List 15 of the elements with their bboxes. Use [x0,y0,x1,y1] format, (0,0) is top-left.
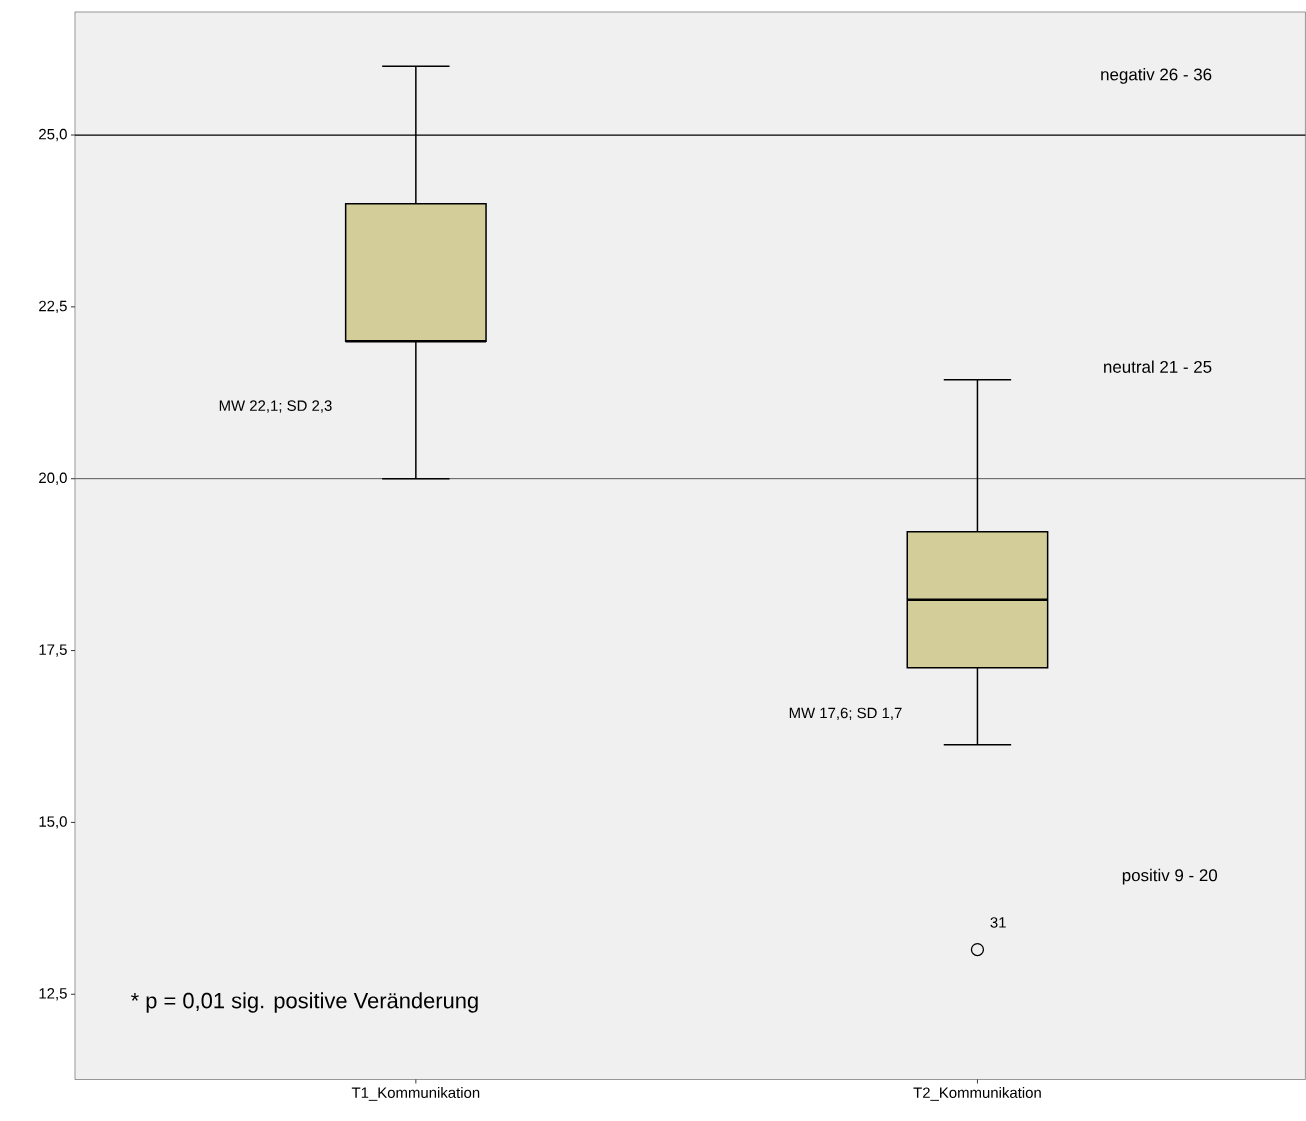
annotation: negativ 26 - 36 [1101,67,1212,84]
y-tick-label: 17,5 [39,644,67,657]
y-tick-label: 25,0 [39,128,67,141]
x-tick-label: T1_Kommunikation [351,1086,480,1101]
annotation: * p = 0,01 sig. positive Veränderung [131,992,478,1013]
annotation: neutral 21 - 25 [1104,360,1212,373]
annotation: MW 22,1; SD 2,3 [219,400,332,413]
annotation: MW 17,6; SD 1,7 [789,707,902,720]
y-tick-label: 22,5 [39,300,67,313]
annotation: positiv 9 - 20 [1122,868,1218,885]
annotation: 31 [990,916,1006,928]
y-tick-label: 12,5 [39,987,67,1001]
y-tick-label: 15,0 [39,816,67,829]
y-tick-label: 20,0 [39,472,67,485]
x-tick-label: T2_Kommunikation [913,1086,1041,1101]
